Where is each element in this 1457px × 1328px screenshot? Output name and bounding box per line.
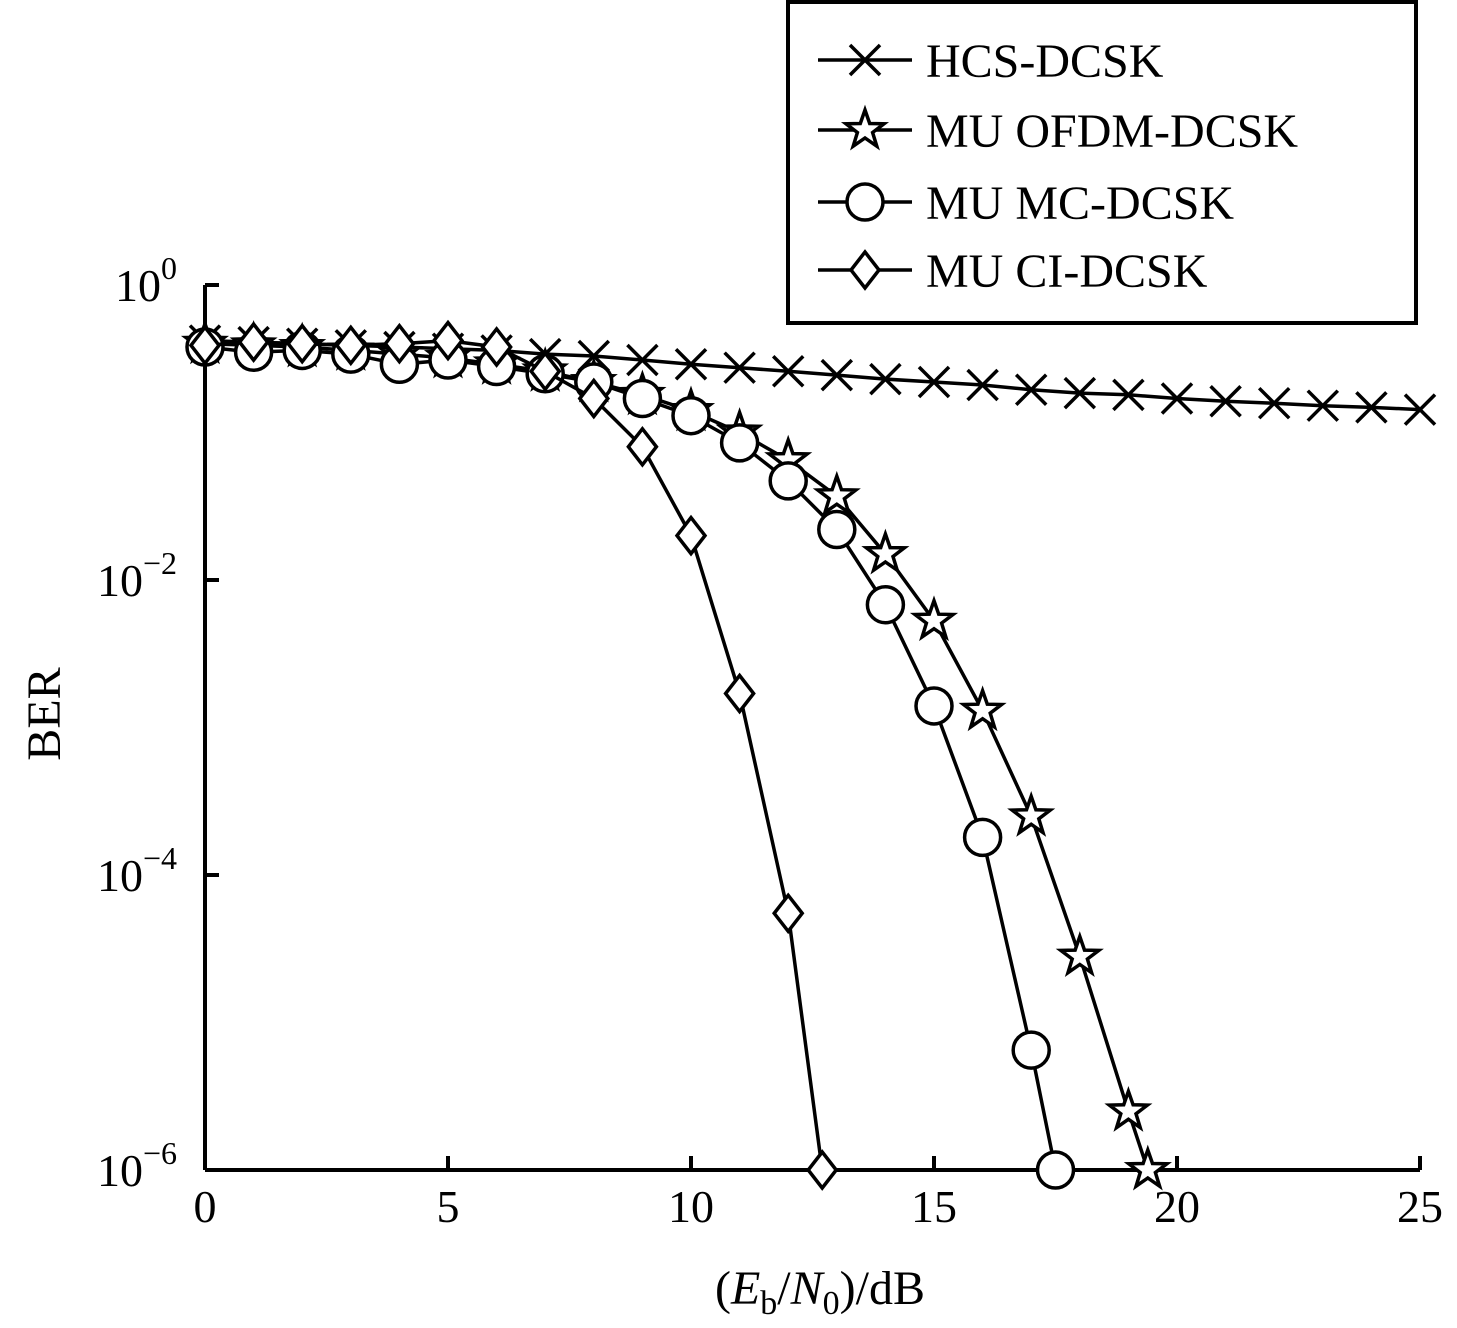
data-point-x bbox=[674, 348, 708, 381]
y-tick-label: 100 bbox=[115, 250, 177, 311]
data-point-x bbox=[1014, 373, 1048, 406]
data-point-x bbox=[1306, 389, 1340, 422]
y-tick-label: 10−4 bbox=[97, 840, 177, 901]
data-point-x bbox=[723, 351, 756, 384]
x-tick-label: 25 bbox=[1397, 1181, 1443, 1232]
legend-item: MU OFDM-DCSK bbox=[818, 104, 1298, 158]
y-tick-label: 10−2 bbox=[97, 545, 177, 606]
data-point-star bbox=[1055, 931, 1104, 978]
data-point-circle bbox=[817, 509, 857, 550]
y-ticks: 100 10−2 10−4 10−6 bbox=[97, 250, 219, 1196]
data-point-circle bbox=[719, 423, 760, 463]
legend-marker-x bbox=[848, 43, 882, 77]
series-line bbox=[204, 341, 1150, 1171]
data-point-circle bbox=[914, 686, 954, 726]
data-point-x bbox=[626, 343, 659, 377]
data-point-x bbox=[1063, 376, 1097, 410]
data-point-x bbox=[1160, 382, 1194, 415]
data-point-diamond bbox=[285, 322, 319, 365]
series-line bbox=[204, 338, 824, 1171]
data-point-star bbox=[958, 685, 1007, 732]
data-point-diamond bbox=[528, 350, 562, 393]
legend-marker-diamond bbox=[848, 249, 882, 291]
data-point-diamond bbox=[806, 1149, 839, 1191]
data-point-star bbox=[909, 595, 959, 642]
data-point-diamond bbox=[480, 326, 513, 368]
data-point-diamond bbox=[723, 672, 756, 715]
data-point-x bbox=[1257, 386, 1291, 420]
data-point-x bbox=[1355, 391, 1388, 424]
legend-label: MU CI-DCSK bbox=[926, 245, 1208, 298]
series-circle bbox=[185, 327, 1076, 1190]
x-tick-label: 10 bbox=[668, 1181, 714, 1232]
legend: HCS-DCSK MU OFDM-DCSK MU MC-DCSK MU CI-DCSK bbox=[786, 0, 1418, 325]
data-point-diamond bbox=[626, 425, 659, 468]
series-line bbox=[204, 345, 1058, 1171]
data-point-diamond bbox=[771, 892, 805, 935]
data-point-circle bbox=[622, 378, 663, 419]
data-point-diamond bbox=[237, 321, 270, 363]
legend-item: HCS-DCSK bbox=[818, 35, 1164, 88]
data-point-x bbox=[917, 365, 951, 399]
data-point-diamond bbox=[383, 322, 416, 365]
data-point-star bbox=[1104, 1085, 1153, 1132]
x-tick-label: 0 bbox=[194, 1181, 217, 1232]
data-point-circle bbox=[865, 584, 906, 625]
data-point-star bbox=[812, 470, 861, 517]
x-tick-label: 15 bbox=[911, 1181, 957, 1232]
data-point-x bbox=[1112, 378, 1145, 412]
series-x bbox=[188, 324, 1437, 426]
series-diamond bbox=[188, 319, 839, 1191]
data-point-circle bbox=[1035, 1150, 1076, 1190]
data-point-diamond bbox=[188, 324, 222, 367]
data-point-star bbox=[861, 528, 910, 575]
legend-items: HCS-DCSK MU OFDM-DCSK MU MC-DCSK MU CI-DCSK bbox=[818, 35, 1298, 298]
legend-marker-star bbox=[840, 104, 890, 151]
data-point-x bbox=[1209, 384, 1242, 418]
data-point-circle bbox=[1011, 1030, 1051, 1070]
y-axis-title: BER bbox=[18, 667, 71, 760]
data-point-diamond bbox=[674, 514, 708, 557]
data-point-x bbox=[1403, 393, 1437, 426]
legend-label: MU MC-DCSK bbox=[926, 177, 1234, 230]
data-point-diamond bbox=[431, 319, 465, 362]
x-tick-label: 5 bbox=[437, 1181, 460, 1232]
data-point-x bbox=[820, 358, 854, 392]
legend-label: MU OFDM-DCSK bbox=[926, 105, 1298, 158]
data-point-star bbox=[1123, 1144, 1172, 1191]
series-layer bbox=[180, 318, 1437, 1191]
data-point-circle bbox=[768, 461, 808, 501]
data-point-x bbox=[966, 368, 999, 402]
legend-item: MU MC-DCSK bbox=[818, 177, 1234, 230]
data-point-circle bbox=[962, 817, 1003, 858]
data-point-circle bbox=[671, 395, 711, 436]
data-point-diamond bbox=[334, 324, 368, 367]
legend-marker-circle bbox=[845, 182, 885, 222]
legend-item: MU CI-DCSK bbox=[818, 245, 1208, 298]
x-ticks: 0 5 10 15 20 25 bbox=[194, 1156, 1443, 1232]
legend-label: HCS-DCSK bbox=[926, 35, 1164, 88]
y-tick-label: 10−6 bbox=[97, 1135, 177, 1196]
data-point-x bbox=[869, 362, 902, 396]
data-point-star bbox=[1007, 790, 1056, 837]
data-point-diamond bbox=[577, 377, 611, 420]
data-point-x bbox=[771, 355, 805, 388]
x-axis-title: (Eb/N0)/dB bbox=[715, 1262, 925, 1322]
